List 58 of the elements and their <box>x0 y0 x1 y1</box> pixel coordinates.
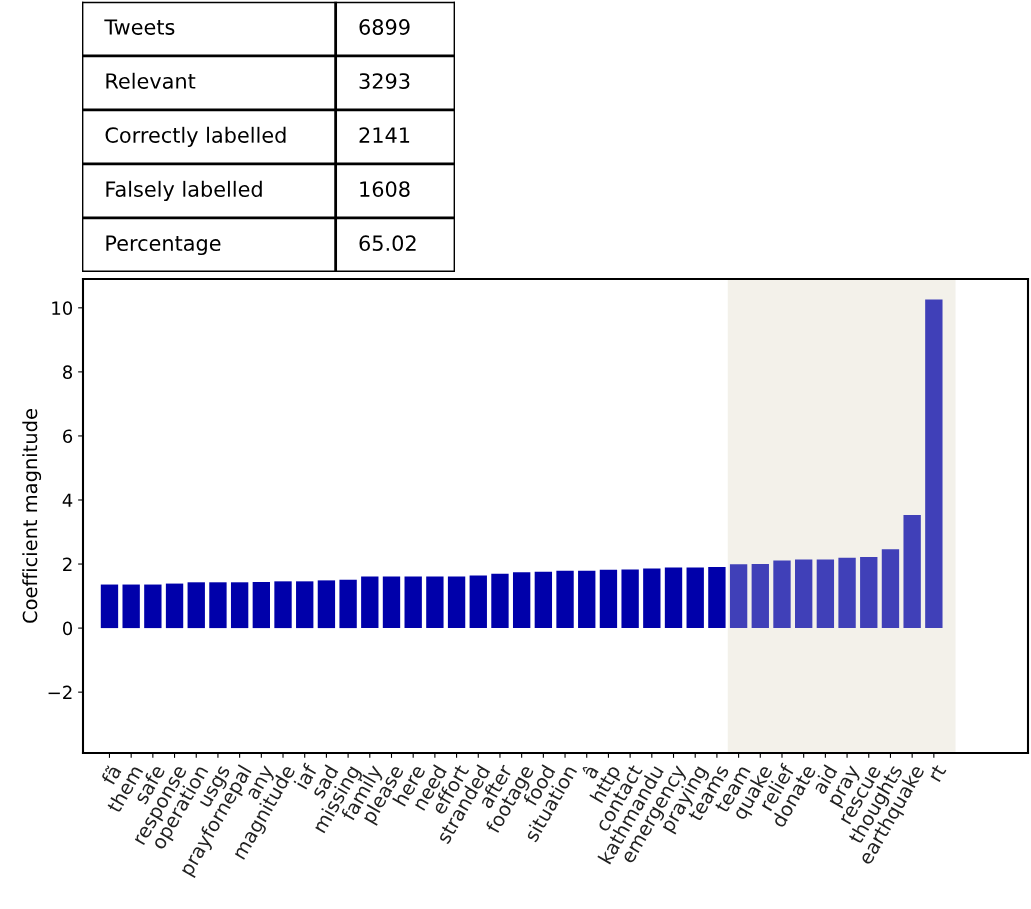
y-axis-title: Coefficient magnitude <box>22 409 42 623</box>
bar <box>773 560 791 629</box>
bar <box>317 580 336 629</box>
y-tick-label: 10 <box>52 301 73 315</box>
bar <box>491 573 509 629</box>
text: Relevant <box>106 72 196 89</box>
text: 1608 <box>360 181 410 197</box>
bar <box>274 581 292 629</box>
bar <box>426 576 444 629</box>
y-tick-label: 2 <box>63 557 72 571</box>
bar <box>751 564 769 629</box>
bar <box>556 570 574 629</box>
y-tick-label: −2 <box>48 685 72 700</box>
bar <box>512 572 531 629</box>
bar <box>643 568 661 629</box>
y-tick-label: 0 <box>62 621 73 636</box>
y-tick-label: 6 <box>63 429 73 444</box>
text: Tweets <box>104 19 175 35</box>
bar <box>838 557 856 629</box>
bar <box>361 576 379 629</box>
text: 65.02 <box>359 235 416 252</box>
bar <box>187 582 205 629</box>
text: Correctly labelled <box>105 126 286 147</box>
bar <box>534 571 553 629</box>
bar <box>621 569 639 629</box>
bar <box>404 576 422 629</box>
bar <box>144 584 162 629</box>
bar <box>578 570 596 629</box>
x-tick-label: rt <box>927 763 947 783</box>
bar <box>795 559 813 629</box>
bar <box>252 581 270 629</box>
bar <box>881 549 900 629</box>
bar <box>729 564 748 629</box>
text: 3293 <box>359 73 410 89</box>
bar <box>708 566 726 629</box>
bar <box>100 584 119 629</box>
bar <box>209 582 227 629</box>
bar <box>599 569 618 629</box>
y-tick-label: 4 <box>62 493 73 507</box>
bar <box>296 581 314 629</box>
bar <box>816 559 835 629</box>
text: 2141 <box>359 127 410 143</box>
bar <box>447 576 466 629</box>
bar <box>122 584 140 629</box>
bar <box>925 299 943 629</box>
bar <box>382 576 401 629</box>
bar <box>469 575 487 629</box>
text: Falsely labelled <box>106 180 262 202</box>
bar <box>165 583 184 629</box>
bar <box>230 582 249 629</box>
bar <box>339 579 357 629</box>
y-tick-label: 8 <box>63 365 73 379</box>
bar <box>903 515 921 629</box>
text: 6899 <box>359 19 410 35</box>
text: Percentage <box>106 235 221 256</box>
bar <box>686 567 704 629</box>
bar <box>860 556 878 629</box>
bar <box>664 567 683 629</box>
